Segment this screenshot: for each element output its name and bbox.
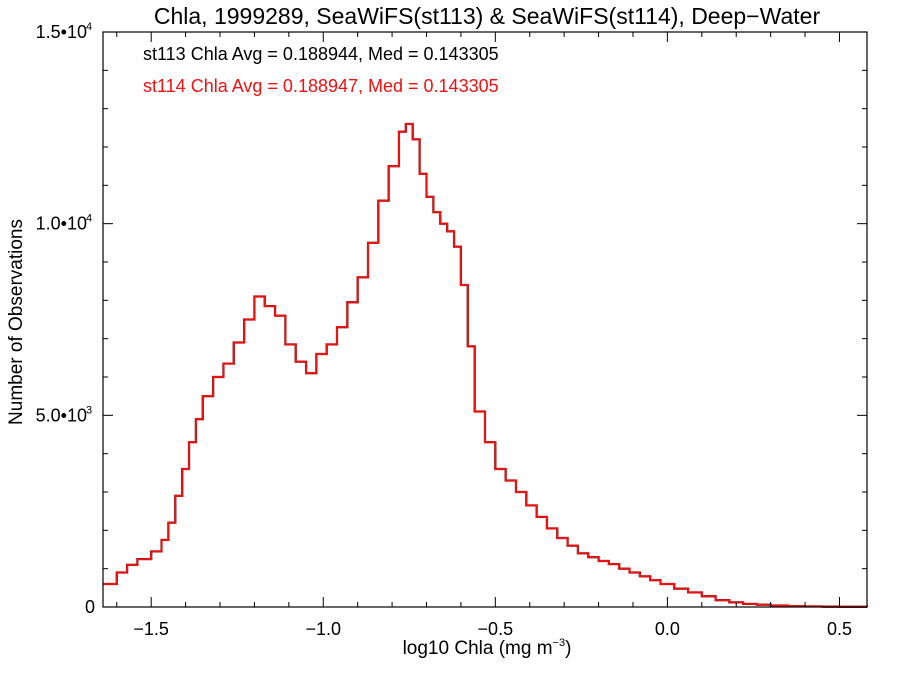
y-tick-exponent: 4 <box>86 21 92 33</box>
annotation-st113: st113 Chla Avg = 0.188944, Med = 0.14330… <box>143 44 499 64</box>
x-axis-label-close: ) <box>565 638 571 659</box>
plot-frame <box>102 31 868 608</box>
y-tick-label: 5.0•10 <box>36 405 87 425</box>
y-tick-label: 1.0•10 <box>36 214 87 234</box>
series-layer <box>103 122 869 608</box>
annotation-st114: st114 Chla Avg = 0.188947, Med = 0.14330… <box>143 76 499 96</box>
x-tick-label: 0.0 <box>655 619 680 639</box>
x-tick-label: −0.5 <box>478 619 514 639</box>
x-axis-label-exp: −3 <box>553 637 566 649</box>
y-axis-label: Number of Observations <box>6 219 27 425</box>
y-tick-label: 1.5•10 <box>36 22 87 42</box>
series-st114-line <box>103 123 868 608</box>
x-tick-label: −1.5 <box>133 619 169 639</box>
x-tick-label: −1.0 <box>305 619 341 639</box>
y-tick-exponent: 3 <box>86 404 92 416</box>
chart-title: Chla, 1999289, SeaWiFS(st113) & SeaWiFS(… <box>154 3 821 29</box>
x-axis-label: log10 Chla (mg m−3) <box>403 637 572 659</box>
y-tick-exponent: 4 <box>86 213 92 225</box>
x-axis-label-base: log10 Chla (mg m <box>403 638 553 659</box>
series-st113-line <box>103 122 869 608</box>
x-tick-label: 0.5 <box>827 619 852 639</box>
y-tick-label: 0 <box>85 597 95 617</box>
